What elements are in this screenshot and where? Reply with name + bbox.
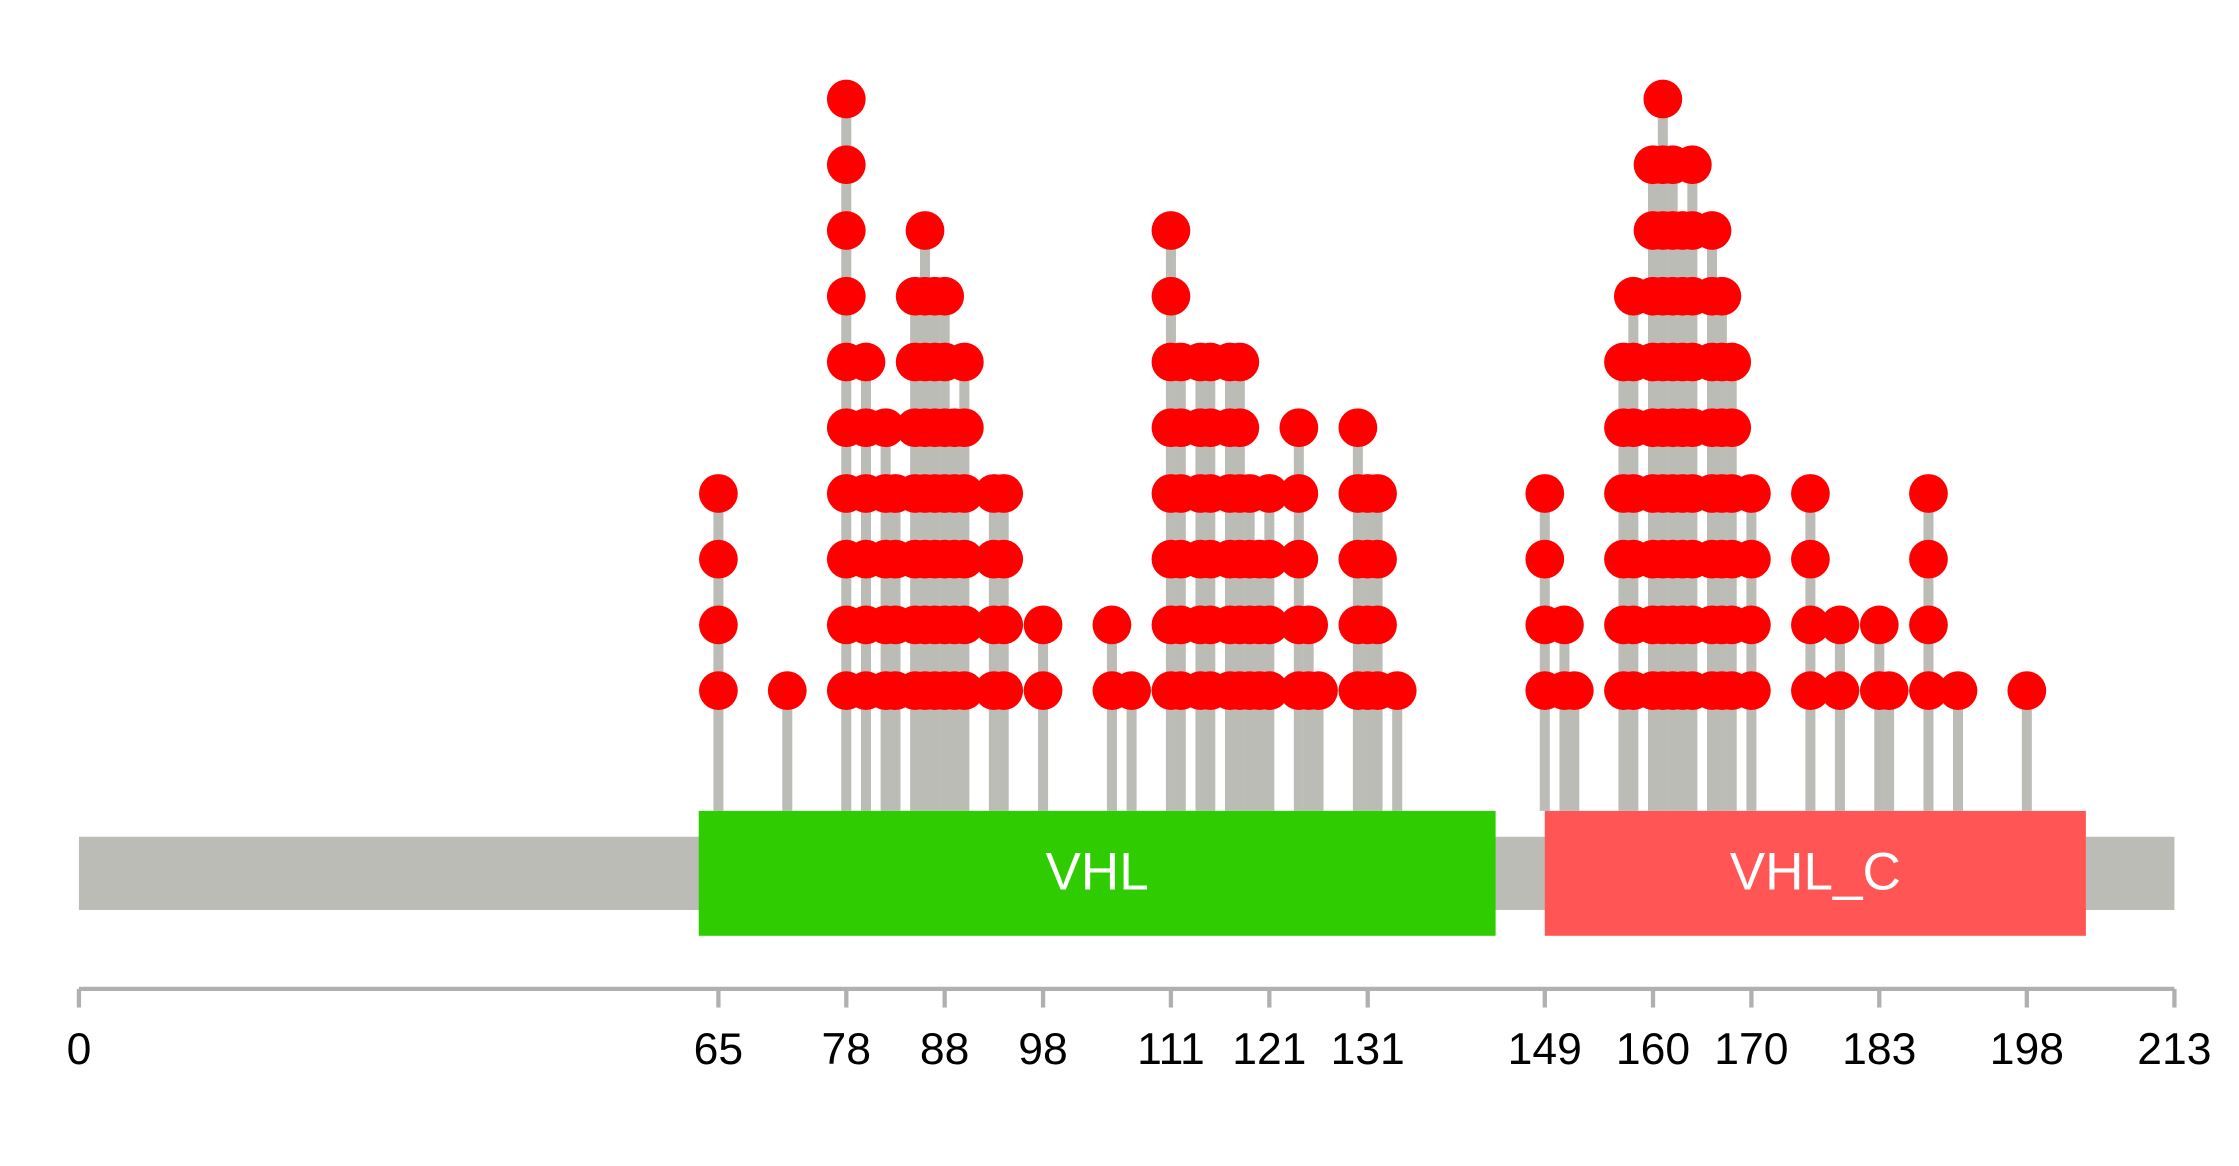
- x-tick-label: 65: [694, 1025, 743, 1074]
- protein-track: VHL VHL_C: [78, 810, 2175, 936]
- mutation-dot: [1338, 408, 1378, 448]
- mutation-dot: [1112, 671, 1151, 711]
- mutation-dot: [905, 211, 945, 250]
- mutation-dot: [1023, 671, 1063, 711]
- mutation-dot: [826, 79, 866, 119]
- mutation-dot: [1869, 671, 1909, 711]
- mutation-dot: [1732, 474, 1771, 513]
- mutation-dot: [699, 605, 738, 645]
- mutation-dot: [1732, 605, 1771, 645]
- mutation-dot: [1279, 539, 1319, 579]
- mutation-dot: [1791, 671, 1830, 711]
- x-tick-label: 121: [1232, 1025, 1306, 1074]
- mutation-dot: [1151, 211, 1191, 250]
- x-tick-label: 0: [67, 1025, 92, 1074]
- mutation-dot: [1358, 605, 1397, 645]
- mutation-dot: [1909, 474, 1948, 513]
- mutation-dot: [1554, 671, 1594, 711]
- mutation-dot: [1820, 605, 1860, 645]
- mutation-dot: [1377, 671, 1417, 711]
- mutation-dot: [767, 671, 807, 711]
- mutation-dot: [1859, 605, 1899, 645]
- mutation-dot: [1732, 671, 1771, 711]
- mutation-dot: [1712, 342, 1752, 382]
- mutation-dot: [1672, 145, 1712, 185]
- x-tick-label: 131: [1331, 1025, 1405, 1074]
- mutation-dot: [1909, 671, 1948, 711]
- mutation-dot: [1220, 408, 1260, 448]
- mutation-dot: [826, 211, 866, 250]
- x-tick-label: 88: [920, 1025, 969, 1074]
- mutation-dot: [1692, 211, 1732, 250]
- x-tick-label: 198: [1990, 1025, 2064, 1074]
- mutation-dot: [1791, 539, 1830, 579]
- mutation-dot: [944, 342, 984, 382]
- mutation-dot: [1938, 671, 1978, 711]
- mutation-dot: [699, 671, 738, 711]
- mutation-dot: [984, 474, 1024, 513]
- mutation-dot: [1023, 605, 1063, 645]
- mutation-dot: [866, 408, 906, 448]
- mutation-dot: [1249, 605, 1289, 645]
- mutation-dot: [1358, 474, 1397, 513]
- x-tick-label: 213: [2137, 1025, 2211, 1074]
- mutation-dot: [2007, 671, 2047, 711]
- mutation-dot: [984, 539, 1024, 579]
- mutation-dot: [1279, 474, 1319, 513]
- mutation-dot: [944, 605, 984, 645]
- mutation-dot: [1358, 539, 1397, 579]
- mutation-dot: [699, 539, 738, 579]
- domain: [698, 810, 1496, 936]
- mutation-dot: [984, 671, 1024, 711]
- mutation-dot: [944, 408, 984, 448]
- mutation-dot: [1525, 539, 1565, 579]
- mutation-dot: [1909, 605, 1948, 645]
- mutation-dot: [1289, 605, 1329, 645]
- mutation-dot: [925, 276, 965, 316]
- domain-label: VHL_C: [1730, 843, 1901, 902]
- mutation-dot: [1249, 474, 1289, 513]
- mutation-dot: [826, 145, 866, 185]
- mutation-dot: [846, 342, 886, 382]
- mutation-dot: [1702, 276, 1742, 316]
- x-tick-label: 98: [1018, 1025, 1067, 1074]
- domain: [1544, 810, 2086, 936]
- mutation-dot: [984, 605, 1024, 645]
- x-axis: 0 65 78 88 98 111 121 131 149 160 170 183 198 213: [67, 986, 2212, 1074]
- x-tick-label: 78: [822, 1025, 871, 1074]
- mutation-dot: [1249, 539, 1289, 579]
- mutation-dot: [1092, 605, 1132, 645]
- x-tick-label: 149: [1508, 1025, 1582, 1074]
- x-tick-label: 111: [1137, 1025, 1205, 1074]
- x-tick-label: 170: [1714, 1025, 1788, 1074]
- mutation-dot: [1712, 408, 1752, 448]
- mutation-dot: [944, 539, 984, 579]
- mutation-dot: [1220, 342, 1260, 382]
- x-tick-label: 183: [1842, 1025, 1916, 1074]
- mutation-dot: [1643, 79, 1683, 119]
- mutation-dot: [1909, 539, 1948, 579]
- mutation-dot: [1279, 408, 1319, 448]
- mutation-dot: [1525, 474, 1565, 513]
- mutation-dot: [944, 671, 984, 711]
- mutation-dot: [944, 474, 984, 513]
- mutation-dot: [1545, 605, 1584, 645]
- mutation-dot: [1791, 605, 1830, 645]
- mutation-dot: [1249, 671, 1289, 711]
- mutation-dot: [699, 474, 738, 513]
- mutation-dot: [1732, 539, 1771, 579]
- mutation-dot: [1820, 671, 1860, 711]
- mutation-dot: [1791, 474, 1830, 513]
- mutation-dot: [826, 276, 866, 316]
- x-tick-label: 160: [1616, 1025, 1690, 1074]
- domain-label: VHL: [1046, 843, 1149, 902]
- dots: [699, 79, 2047, 711]
- mutation-dot: [1299, 671, 1338, 711]
- mutation-dot: [1151, 276, 1191, 316]
